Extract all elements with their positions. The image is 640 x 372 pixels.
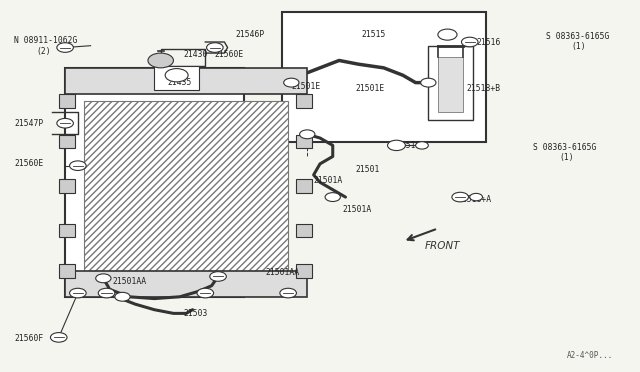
Text: N 08911-1062G: N 08911-1062G <box>14 36 77 45</box>
Circle shape <box>452 192 468 202</box>
Circle shape <box>300 130 315 139</box>
Circle shape <box>461 37 478 47</box>
Circle shape <box>96 274 111 283</box>
Text: 21501A: 21501A <box>314 176 343 185</box>
Text: S 08363-6165G: S 08363-6165G <box>546 32 609 41</box>
Bar <box>59 94 75 108</box>
Text: 21518+A: 21518+A <box>457 195 491 204</box>
Text: 21560E: 21560E <box>215 50 244 59</box>
Bar <box>65 68 307 94</box>
Text: A2-4^0P...: A2-4^0P... <box>567 350 613 359</box>
Text: 21501: 21501 <box>355 165 380 174</box>
Bar <box>65 68 244 297</box>
Bar <box>154 66 199 90</box>
Bar <box>59 135 75 148</box>
Bar <box>296 135 312 148</box>
Bar <box>59 264 75 278</box>
Circle shape <box>388 140 405 151</box>
Bar <box>84 101 288 271</box>
Text: 21516: 21516 <box>476 38 500 46</box>
Bar <box>296 264 312 278</box>
Text: 21560E: 21560E <box>14 159 44 169</box>
Text: 21518+B: 21518+B <box>467 84 500 93</box>
Circle shape <box>415 142 428 149</box>
Text: 21560F: 21560F <box>14 334 44 343</box>
Circle shape <box>70 288 86 298</box>
Text: 21547P: 21547P <box>14 119 44 128</box>
Bar <box>59 224 75 237</box>
Bar <box>296 224 312 237</box>
Text: (1): (1) <box>572 42 586 51</box>
Text: 21501E: 21501E <box>291 82 321 91</box>
Bar <box>59 179 75 193</box>
Circle shape <box>284 78 299 87</box>
Circle shape <box>51 333 67 342</box>
Circle shape <box>148 53 173 68</box>
Text: (1): (1) <box>559 153 573 162</box>
Text: (2): (2) <box>36 47 51 56</box>
Circle shape <box>165 68 188 82</box>
Bar <box>65 271 307 297</box>
Bar <box>296 94 312 108</box>
Text: 21501A: 21501A <box>342 205 372 215</box>
Circle shape <box>325 193 340 202</box>
Circle shape <box>210 272 227 281</box>
Text: 21515: 21515 <box>362 30 386 39</box>
Circle shape <box>57 118 74 128</box>
Circle shape <box>470 193 483 201</box>
Circle shape <box>99 288 115 298</box>
Text: 21435: 21435 <box>167 78 191 87</box>
Text: 21501AA: 21501AA <box>266 268 300 277</box>
Circle shape <box>420 78 436 87</box>
Bar <box>296 179 312 193</box>
Bar <box>438 57 463 112</box>
Text: FRONT: FRONT <box>425 241 461 251</box>
Circle shape <box>197 288 214 298</box>
Bar <box>282 13 486 142</box>
Circle shape <box>438 29 457 40</box>
Text: S 08363-6165G: S 08363-6165G <box>534 143 597 152</box>
Circle shape <box>70 161 86 170</box>
Text: 21510: 21510 <box>396 141 421 150</box>
Text: 21430: 21430 <box>183 50 207 59</box>
Text: 21501E: 21501E <box>355 84 384 93</box>
Bar <box>428 46 473 119</box>
Circle shape <box>207 43 223 52</box>
Text: 21503: 21503 <box>183 309 207 318</box>
Circle shape <box>115 292 130 301</box>
Text: 21501AA: 21501AA <box>113 278 147 286</box>
Circle shape <box>57 43 74 52</box>
Text: 21546P: 21546P <box>236 30 265 39</box>
Circle shape <box>280 288 296 298</box>
